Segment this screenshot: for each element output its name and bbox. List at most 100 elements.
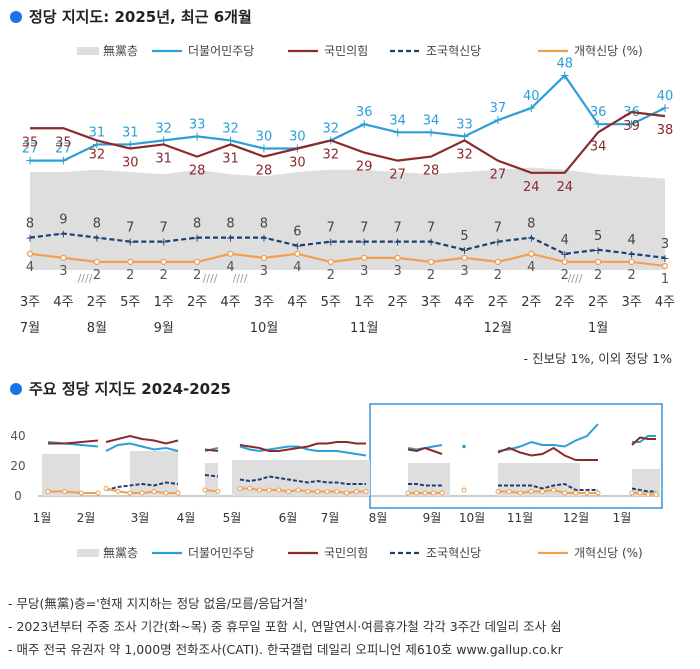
- point-marker-reform: [193, 258, 201, 266]
- x-tick-month: 8월: [87, 321, 107, 336]
- point-marker-reform: [551, 487, 557, 493]
- x-tick-week: 2주: [521, 295, 541, 310]
- point-marker-dem: +: [159, 133, 169, 147]
- data-label-reform: 1: [661, 272, 669, 287]
- point-marker-rebuild: +: [360, 236, 369, 249]
- x-tick-month: 1월: [588, 321, 608, 336]
- data-label-ppp: 32: [89, 147, 106, 162]
- x-tick-month: 6월: [279, 511, 298, 525]
- data-label-dem: 37: [490, 101, 507, 116]
- data-label-rebuild: 6: [293, 225, 301, 240]
- point-marker-reform: [315, 489, 321, 494]
- point-marker-reform: [127, 258, 134, 266]
- data-label-rebuild: 8: [260, 217, 268, 232]
- point-marker-reform: [595, 490, 601, 496]
- data-label-reform: 4: [527, 260, 535, 275]
- point-marker-reform: [78, 490, 84, 496]
- point-marker-reform: [95, 490, 101, 496]
- point-marker-reform: [115, 489, 121, 494]
- point-marker-rebuild: +: [493, 236, 502, 249]
- point-marker-reform: [327, 258, 334, 266]
- point-marker-reform: [461, 487, 467, 493]
- data-label-ppp: 39: [623, 119, 640, 134]
- point-marker-reform: [653, 492, 659, 497]
- point-marker-dem: +: [426, 125, 436, 139]
- series-line-ppp: [239, 441, 366, 452]
- point-marker-rebuild: +: [25, 232, 34, 245]
- data-label-ppp: 24: [523, 180, 540, 195]
- point-marker-rebuild: +: [92, 232, 101, 245]
- data-label-reform: 2: [193, 268, 201, 283]
- x-tick-month: 11월: [350, 321, 379, 336]
- x-tick-week: 3주: [621, 295, 641, 310]
- nonparty-area: [408, 463, 450, 496]
- point-marker-reform: [151, 489, 157, 494]
- x-tick-week: 3주: [20, 295, 40, 310]
- x-tick-week: 2주: [87, 295, 107, 310]
- data-label-rebuild: 7: [360, 221, 368, 236]
- point-marker-rebuild: +: [159, 236, 168, 249]
- x-tick-week: 5주: [120, 295, 140, 310]
- x-tick-month: 1월: [613, 511, 632, 525]
- point-marker-reform: [539, 489, 545, 494]
- point-marker-reform: [45, 489, 51, 494]
- point-marker-dem: +: [627, 117, 637, 131]
- point-marker-reform: [628, 258, 635, 266]
- point-marker-dem: +: [25, 154, 35, 168]
- data-label-ppp: 29: [356, 160, 373, 175]
- series-line-reform: [632, 492, 656, 496]
- data-label-rebuild: 8: [93, 217, 101, 232]
- point-marker-reform: [295, 487, 301, 493]
- point-marker-reform: [506, 489, 512, 494]
- data-label-reform: 2: [327, 268, 335, 283]
- point-marker-reform: [285, 489, 291, 494]
- data-label-reform: 2: [126, 268, 134, 283]
- data-label-reform: 2: [427, 268, 435, 283]
- series-line-ppp: [407, 446, 443, 455]
- top-legend-label-3: 조국혁신당: [426, 44, 481, 58]
- recent-period-box: [369, 403, 663, 509]
- bottom-chart-title: 주요 정당 지지도 2024-2025: [10, 378, 231, 399]
- gap-marker: ////: [568, 272, 583, 285]
- point-marker-reform: [427, 258, 435, 266]
- point-marker-reform: [60, 254, 67, 262]
- x-tick-month: 12월: [484, 321, 513, 336]
- title-bullet-icon: [10, 10, 22, 23]
- data-label-rebuild: 7: [494, 221, 502, 236]
- series-line-ppp: [48, 439, 99, 445]
- bottom-legend-label-1: 더불어민주당: [188, 546, 254, 560]
- data-label-reform: 2: [561, 268, 569, 283]
- data-label-ppp: 27: [490, 168, 507, 183]
- x-tick-week: 1주: [354, 295, 374, 310]
- series-line-dem: [497, 423, 599, 452]
- point-marker-reform: [93, 258, 100, 266]
- data-label-dem: 31: [122, 125, 139, 140]
- data-label-ppp: 34: [590, 139, 607, 154]
- x-tick-month: 9월: [423, 511, 442, 525]
- x-tick-week: 2주: [588, 295, 608, 310]
- data-label-rebuild: 8: [26, 217, 34, 232]
- data-label-ppp: 27: [389, 168, 406, 183]
- bottom-legend-label-2: 국민의힘: [324, 546, 368, 560]
- bottom-chart: 0 20 40 1월 2월 3월 4월 5월 6월 7월 8월 9월 10월 11월 12월 1월 無黨층 더불어…: [10, 403, 663, 560]
- point-marker-dem: +: [259, 142, 269, 156]
- top-legend-label-4: 개혁신당 (%): [574, 44, 643, 58]
- series-line-ppp: [631, 436, 656, 446]
- point-marker-rebuild: +: [59, 228, 68, 241]
- data-label-ppp: 28: [189, 164, 206, 179]
- data-label-rebuild: 8: [527, 217, 535, 232]
- data-label-ppp: 35: [55, 135, 72, 150]
- data-label-reform: 3: [460, 264, 468, 279]
- data-label-rebuild: 4: [561, 233, 569, 248]
- point-marker-reform: [422, 490, 428, 496]
- point-marker-reform: [495, 489, 501, 494]
- point-marker-rebuild: +: [560, 248, 569, 261]
- series-line-reform: [29, 252, 666, 268]
- x-tick-month: 11월: [507, 511, 533, 525]
- top-legend-label-1: 더불어민주당: [188, 44, 254, 58]
- footnote-1: - 무당(無黨)층='현재 지지하는 정당 없음/모름/응답거절': [8, 596, 308, 611]
- point-marker-reform: [256, 487, 262, 493]
- data-label-dem: 31: [89, 125, 106, 140]
- series-line-rebuild: [498, 482, 598, 491]
- x-tick-week: 2주: [488, 295, 508, 310]
